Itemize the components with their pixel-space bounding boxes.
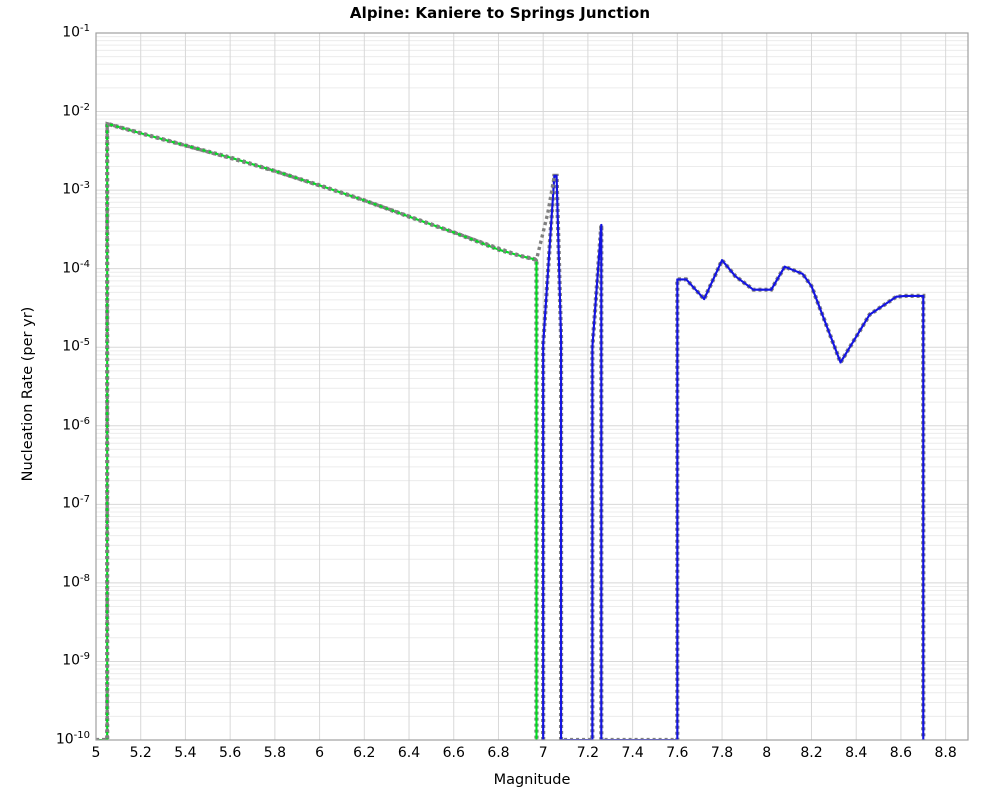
x-tick-label: 5.6 <box>219 745 242 761</box>
x-tick-label: 5.4 <box>174 745 197 761</box>
series-gm-rate-green <box>96 120 539 740</box>
y-tick-label: 10-4 <box>62 258 90 277</box>
major-gridlines <box>95 32 968 741</box>
x-tick-label: 7.2 <box>576 745 600 761</box>
page-title: Alpine: Kaniere to Springs Junction <box>349 4 651 22</box>
y-tick-label: 10-8 <box>62 572 90 591</box>
axis-frame <box>95 32 969 741</box>
x-tick-label: 7.4 <box>621 745 644 761</box>
x-tick-label: 8.2 <box>800 745 823 761</box>
y-axis-tick-labels: 10-1 10-2 10-3 10-4 10-5 10-6 10-7 10-8 10-9 10-1… <box>0 0 90 800</box>
x-tick-label: 6.8 <box>487 745 510 761</box>
x-tick-label: 7.8 <box>710 745 734 761</box>
x-tick-label: 7 <box>538 745 548 761</box>
y-tick-label: 10-1 <box>62 23 90 41</box>
minor-gridlines <box>96 36 968 717</box>
y-tick-label: 10-5 <box>62 337 90 355</box>
x-tick-label: 5.2 <box>129 745 152 761</box>
y-tick-label: 10-3 <box>62 180 90 198</box>
x-tick-label: 6.4 <box>397 745 421 761</box>
x-tick-label: 5.8 <box>263 745 286 761</box>
x-tick-label: 6.6 <box>442 745 465 761</box>
x-tick-label: 8.6 <box>889 745 913 761</box>
series-reference-dotted-gray <box>96 121 557 740</box>
y-tick-label: 10-9 <box>62 651 90 670</box>
x-tick-label: 6 <box>315 745 325 761</box>
x-tick-label: 8 <box>762 745 772 761</box>
y-tick-label: 10-7 <box>62 494 90 512</box>
x-tick-label: 8.4 <box>845 745 868 761</box>
y-tick-label: 10-10 <box>55 730 90 748</box>
x-tick-label: 7.6 <box>666 745 689 761</box>
x-tick-label: 5 <box>91 745 101 761</box>
x-axis-label: Magnitude <box>493 772 571 788</box>
y-tick-label: 10-2 <box>62 101 90 120</box>
data-series-layer <box>96 120 926 740</box>
x-tick-label: 6.2 <box>353 745 376 761</box>
x-tick-label: 8.8 <box>934 745 957 761</box>
y-tick-label: 10-6 <box>62 415 90 434</box>
series-gm-rate-blue <box>541 173 926 740</box>
